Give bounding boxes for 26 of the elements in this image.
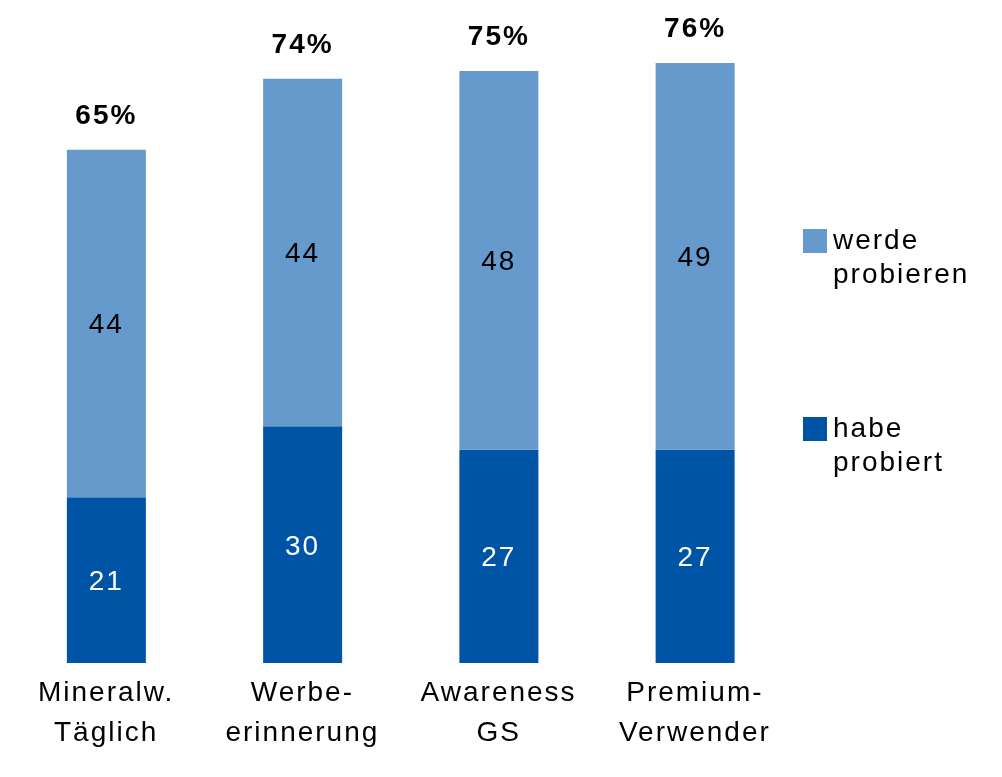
data-label: 49 xyxy=(677,241,713,273)
total-label: 74% xyxy=(271,27,334,59)
data-label: 21 xyxy=(88,565,124,597)
bar xyxy=(459,449,539,663)
bar xyxy=(655,63,735,450)
x-tick-label: Mineralw. Täglich xyxy=(37,676,175,747)
total-label: 75% xyxy=(467,19,530,51)
bar xyxy=(655,449,735,663)
x-tick-label: Awareness GS xyxy=(420,676,577,747)
bar xyxy=(459,70,539,450)
data-label: 27 xyxy=(481,541,517,573)
x-tick-label: Werbe- erinnerung xyxy=(225,676,380,747)
data-label: 44 xyxy=(285,237,321,269)
data-label: 30 xyxy=(285,529,321,561)
data-label: 27 xyxy=(677,541,713,573)
bar xyxy=(263,426,343,663)
legend-label: habe probiert xyxy=(833,411,945,479)
bar xyxy=(263,78,343,427)
x-tick-label: Premium- Verwender xyxy=(618,676,771,747)
data-label: 48 xyxy=(481,245,517,277)
bar xyxy=(66,149,146,498)
bar xyxy=(66,497,146,663)
legend-label: werde probieren xyxy=(833,223,971,291)
total-label: 65% xyxy=(75,98,138,130)
data-label: 44 xyxy=(88,308,124,340)
total-label: 76% xyxy=(664,12,727,43)
